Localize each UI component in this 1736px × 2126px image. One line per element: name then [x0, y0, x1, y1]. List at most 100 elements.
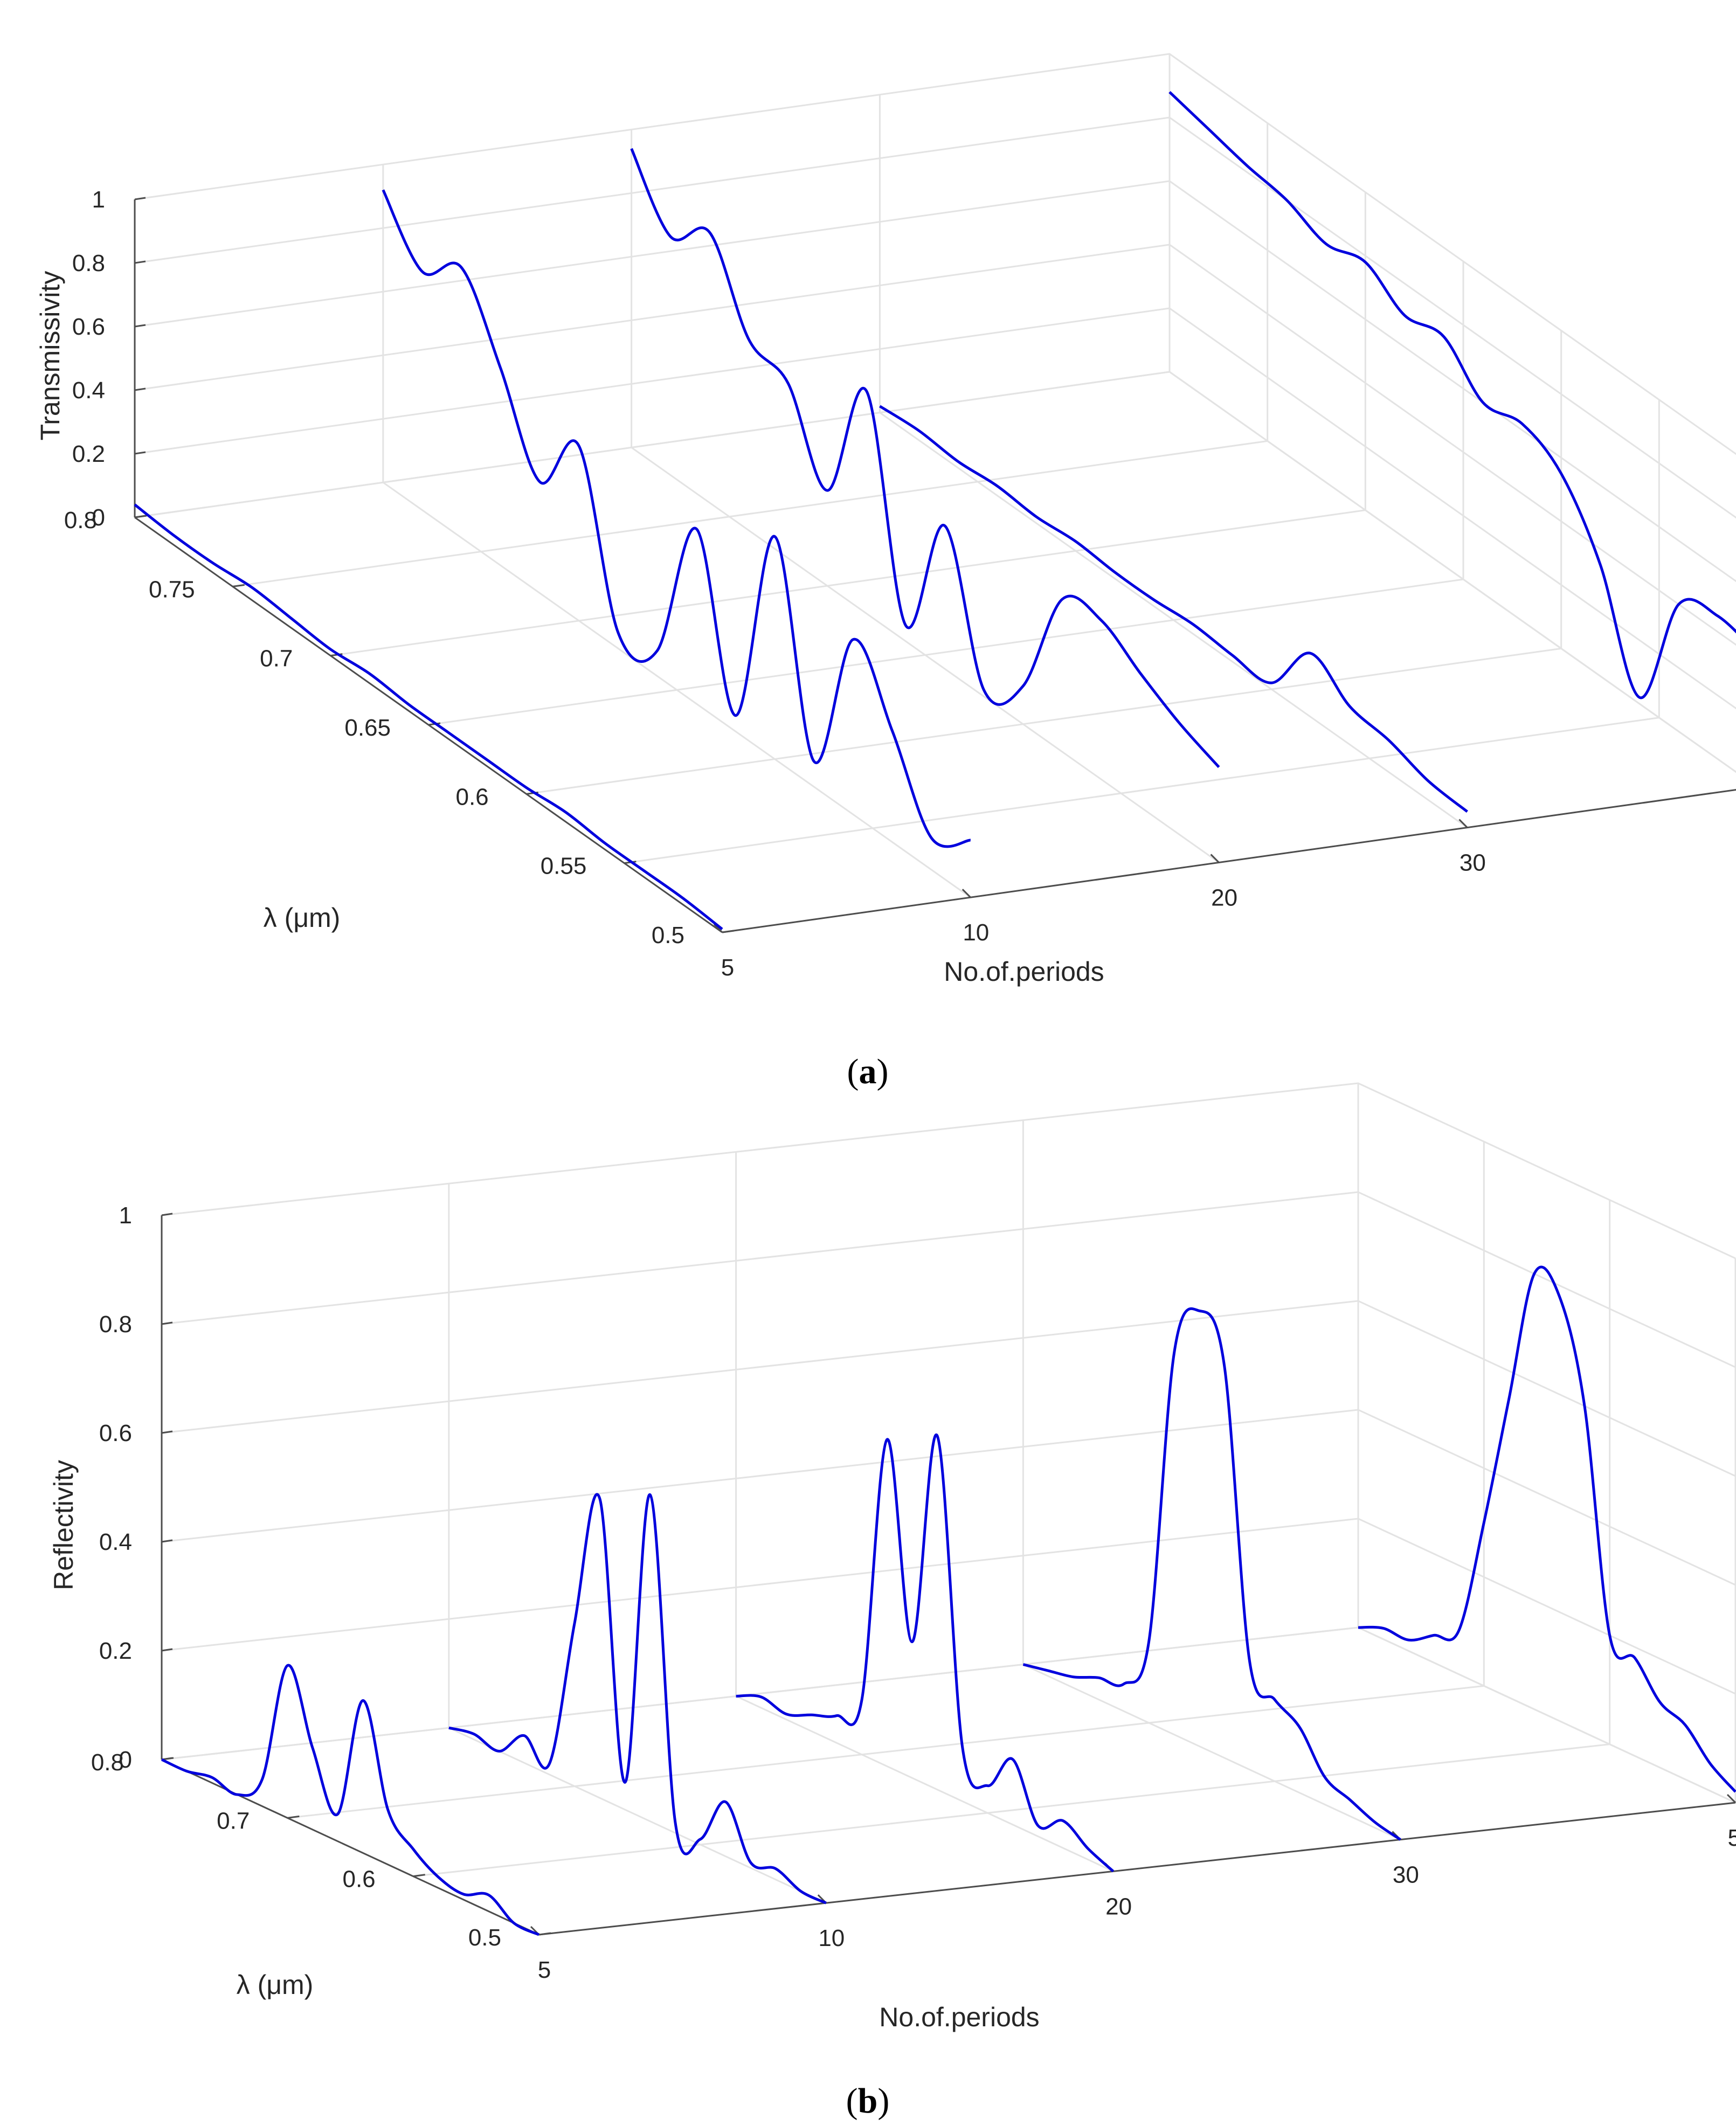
lambda-tick-label: 0.8: [91, 1749, 124, 1776]
axes: [134, 197, 1736, 933]
lambda-tick-label: 0.6: [342, 1866, 375, 1893]
lambda-tick-mark: [538, 1932, 551, 1936]
period-axis-line: [538, 1802, 1736, 1936]
z-tick-mark: [134, 324, 146, 328]
period-tick-mark: [962, 889, 971, 898]
series-line-20-periods: [736, 1433, 1115, 1873]
gridline-z: [161, 1626, 1736, 1804]
z-axis-label: Transmissivity: [35, 271, 65, 441]
gridline-floor-period: [735, 1695, 1114, 1872]
lambda-tick-label: 0.65: [344, 715, 391, 741]
gridline-z: [134, 116, 1736, 519]
panel-caption: (a): [847, 1052, 889, 1091]
panel-a-transmissivity: 00.20.40.60.810.80.750.70.650.60.550.551…: [35, 53, 1736, 1091]
gridline-floor-period: [1022, 1664, 1401, 1840]
z-tick-label: 0.4: [72, 377, 105, 404]
z-tick-mark: [161, 1648, 173, 1652]
series-line-30-periods: [879, 405, 1468, 813]
lambda-tick-mark: [287, 1815, 300, 1819]
period-axis-label: No.of.periods: [944, 957, 1104, 987]
z-tick-label: 1: [92, 186, 105, 213]
period-axis-line: [722, 788, 1736, 933]
lambda-tick-mark: [722, 930, 735, 933]
z-tick-mark: [134, 197, 146, 200]
gridline-floor-lambda: [232, 440, 1268, 587]
lambda-tick-label: 0.7: [260, 646, 293, 672]
z-tick-label: 0.4: [99, 1529, 132, 1555]
gridline-floor-lambda: [330, 509, 1366, 657]
gridline-floor-lambda: [161, 1626, 1359, 1761]
z-tick-mark: [161, 1430, 173, 1434]
period-tick-label: 5: [721, 954, 734, 981]
lambda-tick-label: 0.5: [652, 922, 684, 948]
period-tick-label: 5: [538, 1957, 551, 1983]
gridline-floor-period: [1358, 1626, 1736, 1804]
period-tick-label: 30: [1393, 1862, 1419, 1888]
series-line-10-periods: [382, 189, 971, 848]
gridline-z: [134, 53, 1736, 455]
panel-caption: (b): [846, 2081, 890, 2121]
lambda-tick-label: 0.6: [455, 784, 488, 810]
z-axis-label: Reflectivity: [49, 1460, 79, 1590]
gridline-z: [134, 180, 1736, 583]
z-tick-label: 0.6: [99, 1420, 132, 1446]
z-tick-mark: [161, 1213, 173, 1216]
series-line-20-periods: [630, 148, 1220, 768]
panel-b-reflectivity: 0 0.2 0.4 0.6 0.8 1 0.8 0.7 0.6 0.5 5 10 20 30 50 Refle…: [49, 1082, 1736, 2121]
series-line-50-periods: [1358, 1265, 1736, 1793]
lambda-axis-label: λ (μm): [237, 1970, 314, 2000]
gridline-floor-period: [448, 1727, 827, 1904]
gridline-floor-lambda: [134, 371, 1170, 518]
gridline-floor-lambda: [287, 1685, 1484, 1819]
period-tick-mark: [1210, 854, 1220, 863]
z-tick-label: 0: [92, 504, 105, 531]
gridline-z: [161, 1191, 1736, 1368]
period-tick-label: 10: [963, 919, 989, 946]
z-tick-mark: [134, 451, 146, 455]
lambda-tick-mark: [134, 515, 147, 518]
gridline-floor-lambda: [624, 717, 1659, 864]
grid: [161, 1082, 1736, 1936]
z-tick-label: 0.6: [72, 314, 105, 340]
lambda-axis-label: λ (μm): [264, 903, 341, 933]
gridline-floor-period: [1169, 371, 1736, 773]
z-tick-label: 0.2: [99, 1638, 132, 1664]
period-tick-mark: [713, 923, 723, 933]
lambda-axis-line: [161, 1758, 540, 1936]
period-tick-mark: [1726, 1793, 1736, 1804]
z-tick-label: 0.8: [72, 250, 105, 276]
z-tick-mark: [134, 387, 146, 391]
gridline-z: [161, 1082, 1736, 1259]
period-tick-label: 30: [1460, 850, 1486, 876]
series-line-10-periods: [448, 1493, 827, 1905]
period-tick-label: 10: [818, 1925, 845, 1951]
period-tick-label: 50: [1728, 1825, 1736, 1851]
z-tick-label: 1: [119, 1202, 132, 1229]
z-tick-mark: [161, 1321, 173, 1325]
lambda-tick-label: 0.75: [149, 576, 195, 603]
z-tick-label: 0: [119, 1747, 132, 1773]
series-line-5-periods: [134, 503, 723, 931]
lambda-tick-mark: [232, 584, 245, 587]
z-tick-label: 0.2: [72, 441, 105, 467]
gridline-z: [134, 307, 1736, 710]
grid: [134, 53, 1736, 933]
series-line-50-periods: [1168, 91, 1736, 699]
series-line-5-periods: [161, 1664, 540, 1936]
panel-caption-letter: a: [859, 1052, 877, 1091]
gridline-floor-lambda: [428, 578, 1464, 726]
lambda-tick-label: 0.8: [64, 507, 97, 534]
z-tick-label: 0.8: [99, 1311, 132, 1338]
period-tick-label: 20: [1211, 884, 1237, 911]
lambda-tick-label: 0.55: [541, 853, 587, 880]
period-axis-label: No.of.periods: [879, 2002, 1039, 2032]
panel-caption-letter: b: [858, 2081, 878, 2121]
z-tick-mark: [134, 260, 146, 264]
lambda-tick-label: 0.5: [468, 1924, 501, 1951]
period-tick-label: 20: [1105, 1893, 1132, 1920]
gridline-floor-lambda: [526, 647, 1561, 795]
z-tick-mark: [161, 1539, 173, 1543]
gridline-floor-lambda: [413, 1743, 1610, 1878]
period-tick-mark: [1458, 819, 1468, 828]
